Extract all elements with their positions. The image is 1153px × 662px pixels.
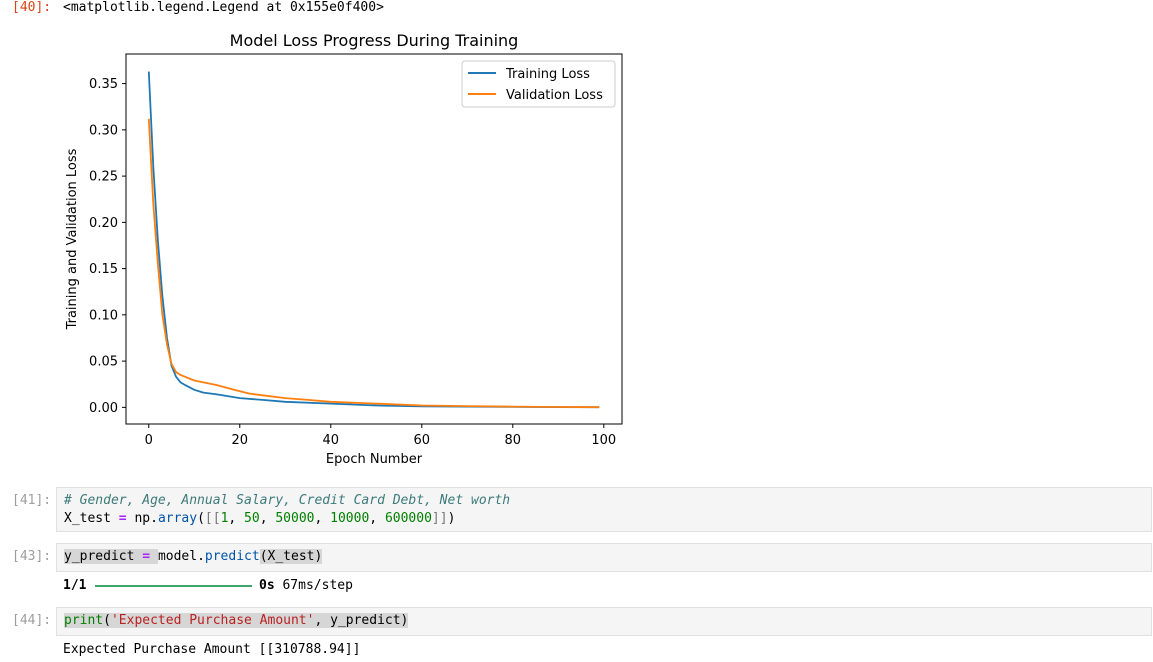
y-tick-label: 0.05 [89,355,118,370]
input-prompt-44: [44]: [12,613,52,628]
plot-frame [125,53,623,425]
code-eq: = [142,549,151,564]
y-tick-label: 0.30 [89,123,118,138]
code-bracket-open: [[ [204,511,221,526]
x-tick-label: 20 [231,433,248,448]
code-num-3: 50000 [275,511,315,526]
code-sep: , [259,511,276,526]
progress-step: 1/1 [63,578,87,593]
x-tick-label: 80 [505,433,522,448]
code-fn: array [157,511,198,526]
code-fn: print [64,613,104,628]
code-comment-line: # Gender, Age, Annual Salary, Credit Car… [64,493,510,508]
x-tick-label: 0 [145,433,153,448]
progress-bar [95,585,252,587]
x-tick-label: 40 [322,433,339,448]
code-cell-44[interactable]: print('Expected Purchase Amount', y_pred… [56,607,1152,636]
code-sep: , [314,511,331,526]
legend-repr-output: <matplotlib.legend.Legend at 0x155e0f400… [63,0,384,15]
legend-entry: Validation Loss [506,88,603,103]
input-prompt-41: [41]: [12,493,52,508]
code-open: ( [197,511,205,526]
legend-entry: Training Loss [505,67,590,82]
code-print-line: print('Expected Purchase Amount', y_pred… [64,613,409,628]
prediction-output: Expected Purchase Amount [[310788.94]] [63,642,361,657]
progress-rate: 67ms/step [282,578,353,593]
code-obj: np [134,511,151,526]
progress-timing: 0s 67ms/step [259,578,353,593]
loss-chart: 0 20 40 60 80 100 0.00 0.05 0.10 0.15 0.20 0.25 0.30… [65,31,623,467]
code-var: y_predict [64,549,135,564]
code-num-1: 1 [220,511,229,526]
x-tick-label: 100 [591,433,616,448]
y-tick-label: 0.35 [89,77,118,92]
code-num-2: 50 [244,511,260,526]
code-cell-41[interactable]: # Gender, Age, Annual Salary, Credit Car… [56,487,1152,532]
code-open: ( [103,613,111,628]
code-num-5: 600000 [384,511,432,526]
series-line-validation [147,118,600,409]
chart-title: Model Loss Progress During Training [230,31,519,50]
x-axis-label: Epoch Number [326,452,423,467]
y-axis-label: Training and Validation Loss [65,148,80,330]
code-dot: . [150,511,158,526]
code-sep: , [369,511,385,526]
x-tick-label: 60 [414,433,431,448]
code-obj: model [157,549,198,564]
code-eq: = [118,511,127,526]
code-cell-43[interactable]: y_predict = model.predict(X_test) [56,543,1152,572]
output-prompt-40: [40]: [12,0,52,15]
code-string: 'Expected Purchase Amount' [110,613,315,628]
legend-box [461,60,616,108]
code-args: (X_test) [259,549,323,564]
input-prompt-43: [43]: [12,549,52,564]
code-rest: , y_predict) [314,613,409,628]
code-bracket-close: ]] [431,511,448,526]
y-tick-label: 0.10 [89,308,118,323]
code-fn: predict [204,549,260,564]
code-comment: # Gender, Age, Annual Salary, Credit Car… [64,493,511,508]
code-sep: , [228,511,245,526]
code-dot: . [197,549,205,564]
progress-time: 0s [259,578,275,593]
code-predict-line: y_predict = model.predict(X_test) [64,549,323,564]
code-var: X_test [64,511,111,526]
y-tick-label: 0.00 [89,401,118,416]
code-assign-line: X_test = np.array([[1, 50, 50000, 10000,… [64,511,455,526]
code-num-4: 10000 [330,511,370,526]
y-tick-label: 0.25 [89,170,118,185]
code-close: ) [447,511,456,526]
y-tick-label: 0.15 [89,262,118,277]
y-tick-label: 0.20 [89,216,118,231]
